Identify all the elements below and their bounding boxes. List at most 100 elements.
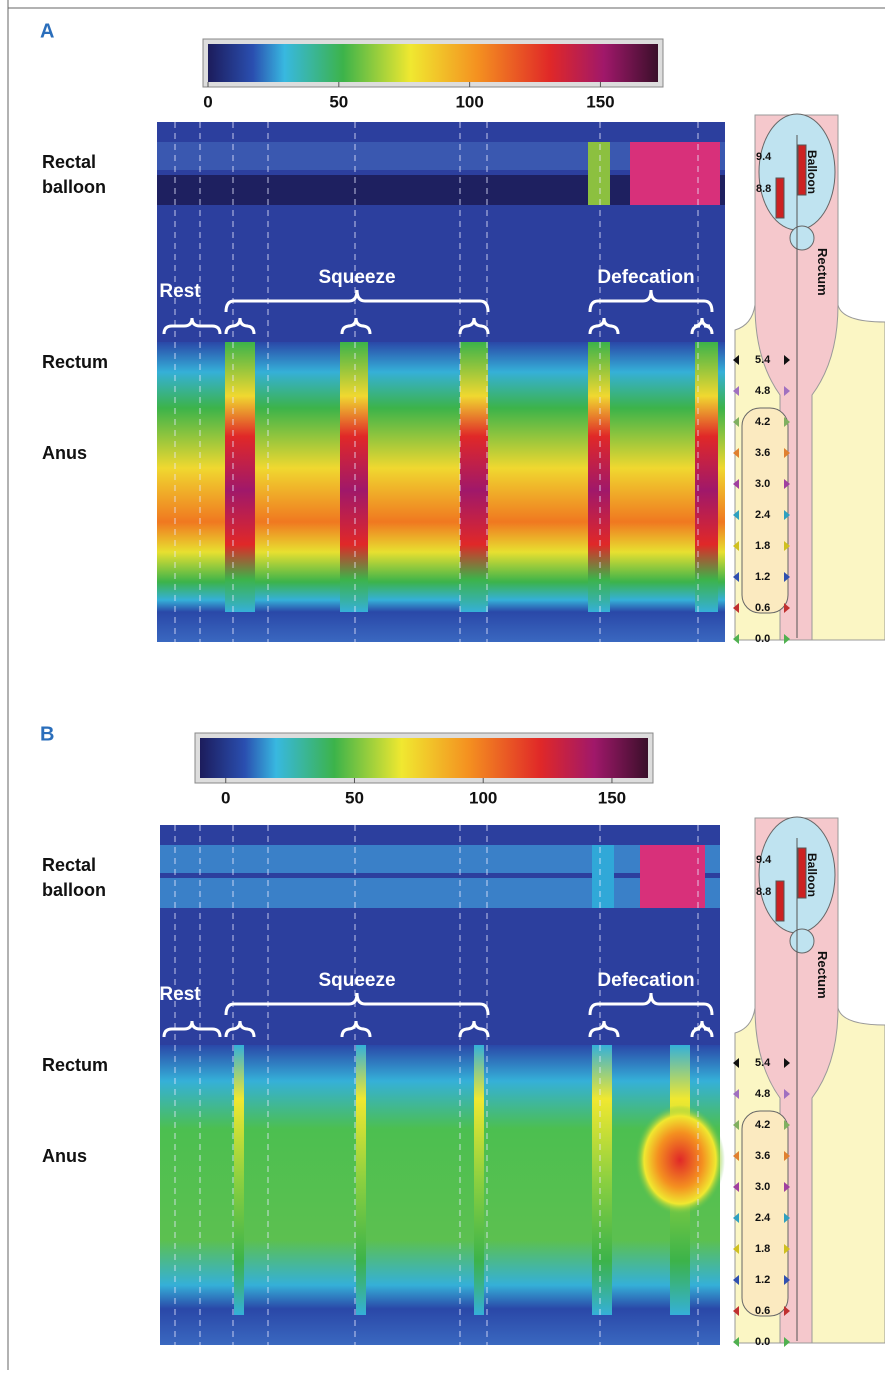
sensor-label: 0.0 [755, 633, 770, 645]
pressure-stripe [695, 342, 718, 612]
sensor-label: 3.6 [755, 1150, 770, 1162]
bracket [224, 289, 490, 313]
balloon-bar [797, 847, 807, 899]
sensor-marker [733, 355, 739, 365]
phase-label: Squeeze [318, 970, 395, 991]
phase-label: Rest [159, 281, 201, 302]
phase-label: Defecation [597, 267, 694, 288]
balloon-text: Balloon [805, 853, 819, 897]
sensor-marker [733, 1151, 739, 1161]
sensor-label: 4.8 [755, 385, 770, 397]
balloon-label: Rectal balloon [42, 855, 106, 900]
bracket [224, 992, 490, 1016]
bracket [690, 1020, 714, 1038]
bracket [224, 1020, 256, 1038]
colorbar-tick-label: 100 [455, 92, 483, 111]
balloon-label: Rectal balloon [42, 152, 106, 197]
sensor-marker [784, 1089, 790, 1099]
phase-label: Defecation [597, 970, 694, 991]
panel-letter: A [40, 20, 54, 42]
sensor-label: 5.4 [755, 354, 771, 366]
colorbar-tick-label: 0 [221, 788, 230, 807]
sensor-marker [784, 1151, 790, 1161]
balloon-tip [789, 225, 815, 251]
bracket [588, 992, 714, 1016]
balloon-bar [797, 144, 807, 196]
sensor-marker [733, 1089, 739, 1099]
colorbar-tick-label: 150 [586, 92, 614, 111]
sensor-label: 4.8 [755, 1088, 770, 1100]
sensor-marker [784, 1244, 790, 1254]
sensor-marker [733, 1120, 739, 1130]
sensor-marker [784, 1213, 790, 1223]
sensor-label: 1.8 [755, 540, 770, 552]
sensor-marker [733, 1275, 739, 1285]
sensor-marker [733, 1058, 739, 1068]
sensor-marker [784, 386, 790, 396]
pressure-stripe [474, 1045, 484, 1315]
balloon-sensor-label: 8.8 [756, 886, 771, 898]
anatomy-label: Rectum [815, 951, 830, 999]
balloon-defecation [640, 845, 705, 908]
sensor-marker [733, 1244, 739, 1254]
anal-canal [741, 1110, 789, 1317]
sensor-marker [784, 1275, 790, 1285]
sensor-marker [733, 1337, 739, 1347]
bracket [458, 317, 490, 335]
pressure-stripe [356, 1045, 366, 1315]
sensor-marker [784, 541, 790, 551]
anatomy-label: Rectum [815, 248, 830, 296]
bracket [340, 317, 372, 335]
balloon-sensor-label: 9.4 [756, 854, 772, 866]
sensor-marker [733, 479, 739, 489]
anus-label: Anus [42, 443, 87, 463]
bracket [458, 1020, 490, 1038]
sensor-label: 2.4 [755, 509, 771, 521]
sensor-marker [784, 1306, 790, 1316]
sensor-marker [784, 1120, 790, 1130]
balloon-sensor-label: 9.4 [756, 151, 772, 163]
bracket [162, 1020, 222, 1038]
pressure-stripe [340, 342, 368, 612]
phase-label: Rest [159, 984, 201, 1005]
sensor-marker [784, 634, 790, 644]
bracket [588, 1020, 620, 1038]
sensor-label: 2.4 [755, 1212, 771, 1224]
bracket [588, 289, 714, 313]
sensor-label: 1.8 [755, 1243, 770, 1255]
bracket [224, 317, 256, 335]
sensor-label: 5.4 [755, 1057, 771, 1069]
balloon-label-line: Rectal [42, 855, 96, 875]
colorbar-tick-label: 100 [469, 788, 497, 807]
balloon-defecation [592, 845, 614, 908]
sensor-label: 1.2 [755, 571, 770, 583]
sensor-label: 3.0 [755, 478, 770, 490]
pressure-hotspot [635, 1105, 725, 1215]
colorbar [200, 738, 648, 778]
balloon-tip [789, 928, 815, 954]
panel-letter: B [40, 723, 54, 745]
colorbar [208, 44, 658, 82]
pressure-stripe [592, 1045, 612, 1315]
balloon-label-line: Rectal [42, 152, 96, 172]
sensor-marker [784, 510, 790, 520]
sensor-marker [733, 541, 739, 551]
pressure-stripe [588, 342, 610, 612]
anus-label: Anus [42, 1146, 87, 1166]
sensor-label: 3.0 [755, 1181, 770, 1193]
sensor-marker [784, 355, 790, 365]
balloon-label-line: balloon [42, 177, 106, 197]
anal-canal [741, 407, 789, 614]
sensor-label: 0.6 [755, 602, 770, 614]
sensor-marker [733, 1306, 739, 1316]
sensor-label: 4.2 [755, 1119, 770, 1131]
sensor-marker [733, 603, 739, 613]
pressure-area [160, 1045, 720, 1345]
balloon-row [160, 845, 720, 873]
phase-label: Squeeze [318, 267, 395, 288]
sensor-marker [733, 1213, 739, 1223]
colorbar-tick-label: 50 [329, 92, 348, 111]
balloon-label-line: balloon [42, 880, 106, 900]
sensor-marker [784, 1058, 790, 1068]
